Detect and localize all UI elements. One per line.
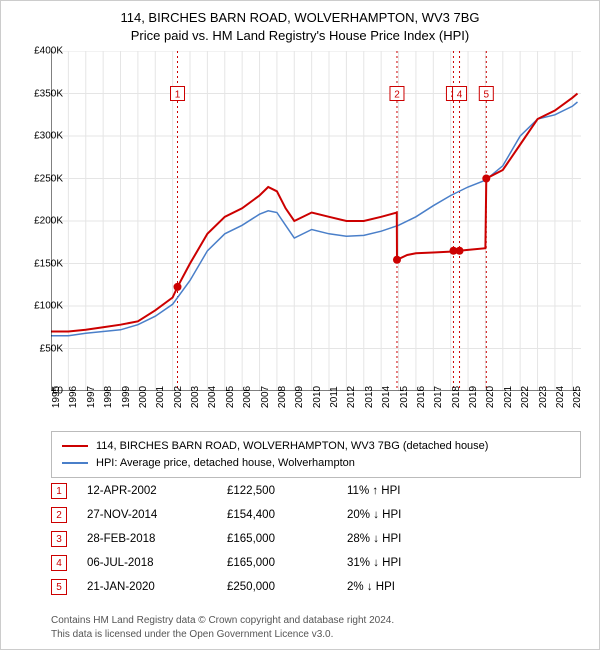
y-tick-label: £250K <box>34 173 63 184</box>
chart-svg: 12345 <box>51 51 581 391</box>
transaction-price: £154,400 <box>227 509 347 521</box>
y-tick-label: £50K <box>40 343 63 354</box>
legend-swatch-1 <box>62 462 88 464</box>
chart-area: 12345 <box>51 51 581 421</box>
svg-text:1: 1 <box>175 90 181 101</box>
footer: Contains HM Land Registry data © Crown c… <box>51 614 581 641</box>
legend-row-0: 114, BIRCHES BARN ROAD, WOLVERHAMPTON, W… <box>62 438 570 455</box>
transaction-delta: 28% ↓ HPI <box>347 533 467 545</box>
chart-container: 114, BIRCHES BARN ROAD, WOLVERHAMPTON, W… <box>0 0 600 650</box>
x-tick-label: 2002 <box>173 386 184 408</box>
x-tick-label: 2013 <box>364 386 375 408</box>
title-line-1: 114, BIRCHES BARN ROAD, WOLVERHAMPTON, W… <box>11 9 589 27</box>
transaction-marker: 4 <box>51 555 67 571</box>
x-tick-label: 2003 <box>190 386 201 408</box>
transaction-row: 4 06-JUL-2018£165,00031% ↓ HPI <box>51 551 581 575</box>
x-tick-label: 1998 <box>103 386 114 408</box>
transaction-row: 3 28-FEB-2018£165,00028% ↓ HPI <box>51 527 581 551</box>
footer-line-2: This data is licensed under the Open Gov… <box>51 628 581 642</box>
transaction-date: 27-NOV-2014 <box>87 509 227 521</box>
transaction-delta: 2% ↓ HPI <box>347 581 467 593</box>
x-tick-label: 2015 <box>399 386 410 408</box>
transaction-price: £250,000 <box>227 581 347 593</box>
y-tick-label: £100K <box>34 301 63 312</box>
transaction-row: 5 21-JAN-2020£250,0002% ↓ HPI <box>51 575 581 599</box>
x-tick-label: 2011 <box>329 386 340 408</box>
x-tick-label: 2022 <box>520 386 531 408</box>
transaction-marker: 5 <box>51 579 67 595</box>
x-tick-label: 2021 <box>503 386 514 408</box>
legend-box: 114, BIRCHES BARN ROAD, WOLVERHAMPTON, W… <box>51 431 581 478</box>
x-tick-label: 2010 <box>312 386 323 408</box>
transaction-price: £165,000 <box>227 533 347 545</box>
transaction-row: 2 27-NOV-2014£154,40020% ↓ HPI <box>51 503 581 527</box>
footer-line-1: Contains HM Land Registry data © Crown c… <box>51 614 581 628</box>
svg-text:5: 5 <box>484 90 490 101</box>
transaction-date: 21-JAN-2020 <box>87 581 227 593</box>
x-tick-label: 2012 <box>346 386 357 408</box>
x-tick-label: 1995 <box>51 386 62 408</box>
x-tick-label: 2000 <box>138 386 149 408</box>
transaction-date: 12-APR-2002 <box>87 485 227 497</box>
legend-label-0: 114, BIRCHES BARN ROAD, WOLVERHAMPTON, W… <box>96 438 488 455</box>
x-tick-label: 2008 <box>277 386 288 408</box>
transaction-price: £122,500 <box>227 485 347 497</box>
transaction-marker: 3 <box>51 531 67 547</box>
x-tick-label: 2023 <box>538 386 549 408</box>
x-tick-label: 2014 <box>381 386 392 408</box>
x-tick-label: 2006 <box>242 386 253 408</box>
transaction-price: £165,000 <box>227 557 347 569</box>
x-tick-label: 2024 <box>555 386 566 408</box>
x-tick-label: 2018 <box>451 386 462 408</box>
x-tick-label: 2020 <box>485 386 496 408</box>
x-tick-label: 1996 <box>68 386 79 408</box>
legend-label-1: HPI: Average price, detached house, Wolv… <box>96 455 355 472</box>
transaction-marker: 2 <box>51 507 67 523</box>
transaction-delta: 31% ↓ HPI <box>347 557 467 569</box>
svg-text:4: 4 <box>457 90 463 101</box>
x-tick-label: 2001 <box>155 386 166 408</box>
legend-row-1: HPI: Average price, detached house, Wolv… <box>62 455 570 472</box>
y-tick-label: £200K <box>34 216 63 227</box>
x-tick-label: 2005 <box>225 386 236 408</box>
transaction-marker: 1 <box>51 483 67 499</box>
y-tick-label: £300K <box>34 131 63 142</box>
y-tick-label: £350K <box>34 88 63 99</box>
y-tick-label: £400K <box>34 46 63 57</box>
x-tick-label: 2017 <box>433 386 444 408</box>
transaction-date: 28-FEB-2018 <box>87 533 227 545</box>
transaction-delta: 20% ↓ HPI <box>347 509 467 521</box>
x-tick-label: 1997 <box>86 386 97 408</box>
transaction-row: 1 12-APR-2002£122,50011% ↑ HPI <box>51 479 581 503</box>
transaction-date: 06-JUL-2018 <box>87 557 227 569</box>
svg-text:2: 2 <box>394 90 400 101</box>
x-tick-label: 2019 <box>468 386 479 408</box>
x-tick-label: 2016 <box>416 386 427 408</box>
x-tick-label: 2007 <box>260 386 271 408</box>
x-tick-label: 1999 <box>121 386 132 408</box>
transaction-table: 1 12-APR-2002£122,50011% ↑ HPI 2 27-NOV-201… <box>51 479 581 599</box>
title-line-2: Price paid vs. HM Land Registry's House … <box>11 27 589 45</box>
x-tick-label: 2025 <box>572 386 583 408</box>
x-tick-label: 2004 <box>207 386 218 408</box>
title-block: 114, BIRCHES BARN ROAD, WOLVERHAMPTON, W… <box>1 1 599 48</box>
x-tick-label: 2009 <box>294 386 305 408</box>
y-tick-label: £150K <box>34 258 63 269</box>
transaction-delta: 11% ↑ HPI <box>347 485 467 497</box>
legend-swatch-0 <box>62 445 88 447</box>
